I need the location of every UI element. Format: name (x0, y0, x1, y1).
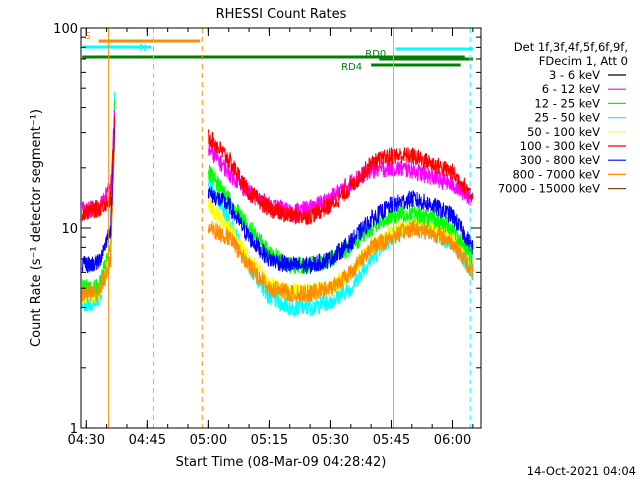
x-tick-label: 06:00 (434, 433, 471, 448)
flag-label: RD4 (341, 62, 362, 73)
series-trace (81, 120, 116, 273)
legend-entry-label: 7000 - 15000 keV (498, 182, 600, 196)
traces-layer (81, 91, 474, 318)
timestamp: 14-Oct-2021 04:04 (527, 464, 636, 478)
legend-header: Det 1f,3f,4f,5f,6f,9f, (514, 40, 628, 54)
series-trace (81, 116, 116, 221)
flag-label: N (139, 43, 146, 54)
series-trace (207, 186, 474, 275)
legend-entry-label: 25 - 50 keV (534, 111, 600, 125)
series-trace (207, 129, 474, 225)
x-tick-label: 05:45 (373, 433, 410, 448)
x-axis-label: Start Time (08-Mar-09 04:28:42) (176, 455, 387, 470)
legend-entry-label: 100 - 300 keV (520, 139, 600, 153)
x-tick-label: 05:30 (312, 433, 349, 448)
legend-entry-label: 800 - 7000 keV (512, 167, 600, 181)
legend-entry-label: 6 - 12 keV (542, 82, 600, 96)
y-tick-label: 10 (61, 222, 78, 237)
x-tick-label: 04:30 (68, 433, 105, 448)
chart-title: RHESSI Count Rates (216, 7, 347, 22)
series-trace (81, 129, 116, 302)
series-trace (207, 220, 474, 303)
vertical-lines-layer (80, 28, 471, 428)
y-tick-label: 1 (70, 422, 78, 437)
y-axis-ticks: 1 10 100 (53, 22, 481, 437)
legend-header: FDecim 1, Att 0 (539, 54, 628, 68)
legend-entry-label: 3 - 6 keV (549, 68, 600, 82)
x-axis-ticks: 04:30 04:45 05:00 05:15 05:30 05:45 06:00 (68, 28, 474, 448)
legend: Det 1f,3f,4f,5f,6f,9f,FDecim 1, Att 03 -… (498, 40, 628, 196)
flag-label: RD0 (365, 49, 386, 60)
flag-label: S (84, 31, 90, 42)
legend-entry-label: 300 - 800 keV (520, 153, 600, 167)
x-tick-label: 04:45 (129, 433, 166, 448)
legend-entry-label: 50 - 100 keV (527, 125, 600, 139)
x-tick-label: 05:15 (251, 433, 288, 448)
y-tick-label: 100 (53, 22, 78, 37)
legend-entry-label: 12 - 25 keV (534, 96, 600, 110)
x-tick-label: 05:00 (190, 433, 227, 448)
y-axis-label: Count Rate (s⁻¹ detector segment⁻¹) (29, 109, 44, 347)
